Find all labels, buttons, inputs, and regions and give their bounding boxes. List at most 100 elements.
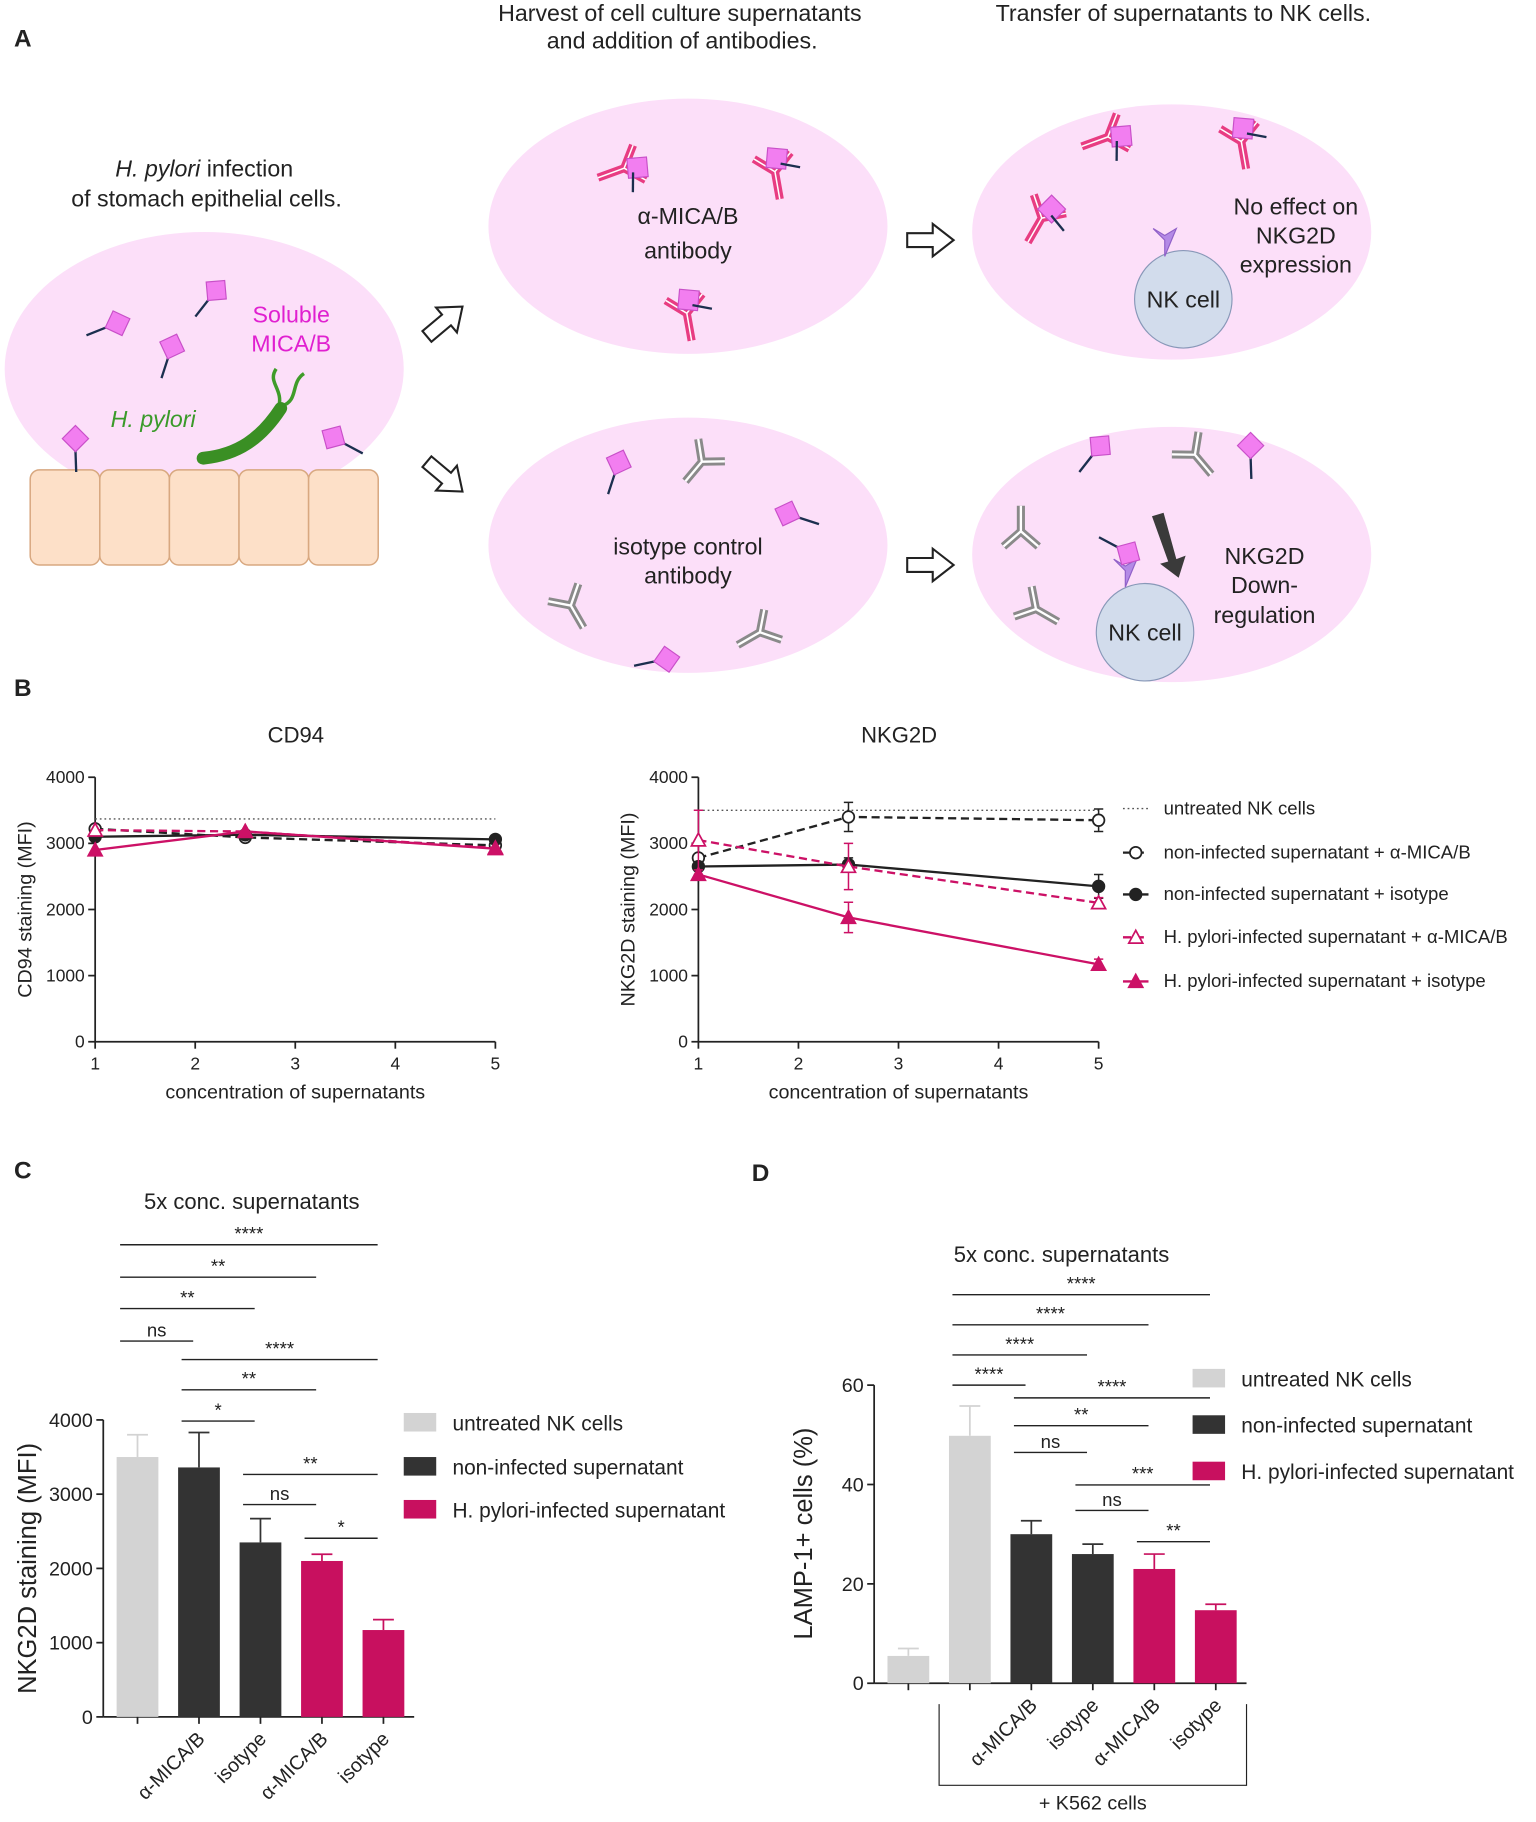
y-tick-label: 3000 — [46, 833, 85, 853]
x-axis-label: concentration of supernatants — [769, 1082, 1029, 1104]
x-tick-label: α-MICA/B — [966, 1694, 1042, 1770]
significance: **** — [1013, 1376, 1210, 1399]
y-tick-label: 4000 — [649, 767, 688, 787]
effect-label: No effect on — [1234, 194, 1359, 220]
significance-label: ** — [180, 1287, 194, 1308]
marker — [486, 839, 504, 856]
significance-label: ** — [1166, 1520, 1180, 1541]
y-tick-label: 0 — [75, 1032, 85, 1052]
chart-title: CD94 — [268, 722, 324, 747]
legend-marker — [1129, 887, 1143, 902]
legend-swatch — [1192, 1368, 1226, 1388]
x-tick-label: 2 — [794, 1054, 804, 1074]
marker — [840, 908, 857, 925]
x-tick-label: isotype — [211, 1728, 271, 1788]
legend-label: non-infected supernatant — [452, 1456, 683, 1479]
y-tick-label: 0 — [853, 1673, 864, 1695]
group-bracket — [938, 1704, 1248, 1786]
significance: ** — [1013, 1404, 1149, 1427]
x-tick-label: 5 — [491, 1054, 501, 1074]
x-tick-label: isotype — [1044, 1694, 1104, 1754]
legend-item: non-infected supernatant — [1192, 1415, 1472, 1438]
significance-label: ns — [270, 1483, 290, 1504]
text: infection — [200, 155, 293, 181]
marker — [689, 865, 707, 882]
effect-label: Down- — [1231, 572, 1298, 598]
arrow — [415, 293, 474, 350]
step-title: Transfer of supernatants to NK cells. — [996, 0, 1371, 26]
significance: **** — [952, 1363, 1026, 1386]
legend-label: H. pylori-infected supernatant + α-MICA/… — [1164, 926, 1508, 947]
legend-label: untreated NK cells — [1164, 797, 1316, 818]
panel-letter: D — [752, 1160, 770, 1187]
legend-item: untreated NK cells — [1192, 1368, 1412, 1391]
marker — [1090, 894, 1108, 910]
bar — [301, 1560, 343, 1717]
y-axis-label: CD94 staining (MFI) — [14, 821, 36, 997]
significance-label: **** — [265, 1338, 294, 1359]
culture — [488, 98, 888, 354]
significance: **** — [952, 1333, 1088, 1356]
significance-label: **** — [1036, 1303, 1065, 1324]
y-tick-label: 2000 — [46, 899, 85, 919]
bar — [1010, 1534, 1053, 1684]
panel-letter: C — [14, 1158, 32, 1185]
y-tick-label: 4000 — [49, 1410, 93, 1432]
significance: ** — [120, 1287, 255, 1310]
significance-label: ns — [1102, 1489, 1122, 1510]
arrow — [906, 222, 955, 258]
significance: ns — [120, 1319, 194, 1342]
bar — [948, 1435, 991, 1684]
legend-label: H. pylori-infected supernatant — [452, 1499, 725, 1522]
significance-label: **** — [975, 1363, 1004, 1384]
antibody-label: antibody — [644, 563, 732, 589]
group-label: + K562 cells — [1039, 1793, 1147, 1815]
bar — [362, 1630, 405, 1717]
legend-item: non-infected supernatant + α-MICA/B — [1122, 841, 1471, 862]
series-line — [698, 815, 1099, 860]
soluble-label: MICA/B — [251, 331, 331, 357]
bar — [239, 1542, 282, 1717]
y-tick-label: 3000 — [49, 1484, 93, 1506]
diagram: H. pylori infection of stomach epithelia… — [4, 0, 1372, 683]
y-tick-label: 1000 — [49, 1633, 93, 1655]
x-tick-label: 3 — [290, 1054, 300, 1074]
bar — [887, 1655, 930, 1684]
marker — [86, 841, 104, 857]
antibody-label: isotype control — [613, 534, 763, 560]
error-bar — [897, 1647, 919, 1656]
nk-cell — [1095, 582, 1195, 682]
chart-title: 5x conc. supernatants — [144, 1189, 360, 1214]
significance-label: * — [337, 1517, 344, 1538]
marker — [841, 810, 856, 824]
error-bar — [311, 1553, 333, 1561]
significance: * — [181, 1399, 255, 1422]
series-line — [698, 873, 1099, 966]
y-tick-label: 0 — [678, 1032, 688, 1052]
y-axis-label: NKG2D staining (MFI) — [14, 1443, 42, 1694]
significance-label: ** — [1074, 1404, 1088, 1425]
y-tick-label: 20 — [842, 1574, 864, 1596]
significance-label: **** — [1005, 1333, 1034, 1354]
bar — [1194, 1610, 1237, 1684]
significance: ns — [1075, 1489, 1149, 1512]
x-tick-label: isotype — [334, 1728, 394, 1788]
arrow — [906, 547, 955, 583]
y-tick-label: 4000 — [46, 767, 85, 787]
antibody-label: α-MICA/B — [637, 203, 738, 229]
y-tick-label: 60 — [842, 1375, 864, 1397]
italic: H. pylori — [115, 155, 201, 181]
x-tick-label: 1 — [694, 1054, 704, 1074]
x-tick-label: isotype — [1167, 1694, 1227, 1754]
y-tick-label: 3000 — [649, 833, 688, 853]
bar — [116, 1457, 159, 1717]
legend-item: untreated NK cells — [1122, 797, 1316, 818]
legend-label: H. pylori-infected supernatant — [1241, 1461, 1514, 1484]
significance: ** — [181, 1368, 317, 1391]
significance: *** — [1075, 1463, 1210, 1486]
arrow — [415, 448, 474, 506]
legend-marker — [1127, 928, 1145, 945]
series-line — [698, 838, 1099, 905]
significance: **** — [952, 1303, 1149, 1326]
